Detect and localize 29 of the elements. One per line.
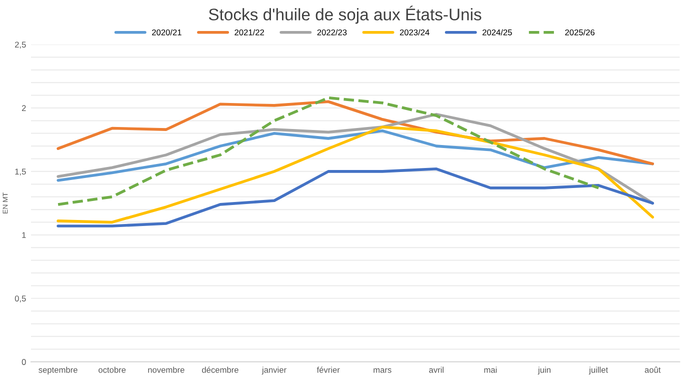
y-tick-label: 2 bbox=[22, 105, 26, 111]
line-series bbox=[56, 96, 600, 206]
legend-label: 2024/25 bbox=[482, 29, 512, 36]
line-series bbox=[56, 126, 654, 224]
y-tick-label: 1 bbox=[22, 232, 26, 238]
legend-label: 2021/22 bbox=[234, 29, 264, 36]
x-tick-label: juillet bbox=[588, 366, 608, 374]
chart-title: Stocks d'huile de soja aux États-Unis bbox=[208, 6, 482, 24]
line-series bbox=[56, 112, 654, 205]
legend-label: 2022/23 bbox=[317, 29, 347, 36]
x-tick-label: août bbox=[644, 366, 661, 373]
legend-label: 2020/21 bbox=[152, 29, 182, 36]
legend-label: 2025/26 bbox=[565, 29, 595, 36]
y-tick-label: 0,5 bbox=[14, 296, 26, 302]
x-tick-label: juin bbox=[538, 366, 550, 374]
legend-label: 2023/24 bbox=[400, 29, 430, 36]
y-tick-label: 0 bbox=[22, 359, 26, 365]
x-tick-label: septembre bbox=[38, 366, 78, 374]
y-tick-label: 2,5 bbox=[15, 42, 26, 49]
x-tick-label: novembre bbox=[148, 366, 184, 373]
x-tick-label: avril bbox=[429, 366, 444, 373]
line-series bbox=[56, 168, 654, 228]
x-tick-label: décembre bbox=[202, 366, 238, 373]
x-tick-label: mai bbox=[484, 366, 497, 373]
x-tick-label: octobre bbox=[98, 366, 126, 373]
x-tick-label: février bbox=[316, 366, 340, 373]
y-tick-label: 1,5 bbox=[15, 168, 26, 176]
x-tick-label: janvier bbox=[262, 366, 286, 374]
x-tick-label: mars bbox=[374, 368, 392, 373]
